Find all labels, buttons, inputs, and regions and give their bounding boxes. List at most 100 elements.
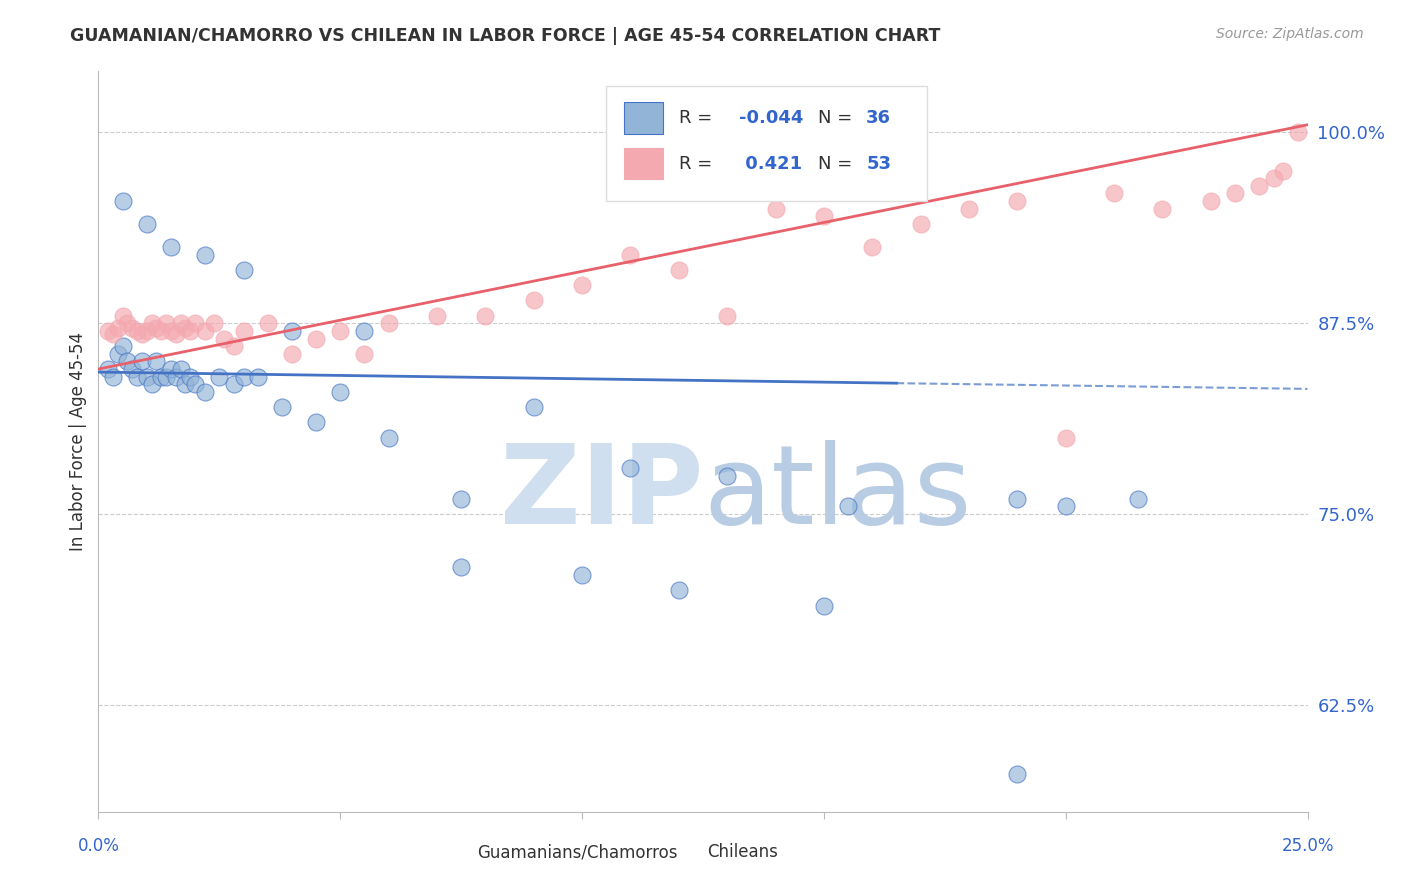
Point: [619, 247, 641, 261]
Point: [813, 599, 835, 613]
Point: [179, 369, 201, 384]
Point: [1223, 186, 1246, 201]
Point: [111, 309, 134, 323]
Point: [135, 217, 157, 231]
Text: Source: ZipAtlas.com: Source: ZipAtlas.com: [1216, 27, 1364, 41]
Point: [353, 324, 375, 338]
Point: [155, 369, 177, 384]
Point: [165, 326, 187, 341]
Point: [450, 491, 472, 506]
Bar: [624, 103, 664, 134]
Point: [194, 324, 217, 338]
Point: [1249, 178, 1271, 193]
Text: Chileans: Chileans: [707, 844, 778, 862]
Text: R =: R =: [679, 155, 718, 173]
Text: 0.421: 0.421: [740, 155, 803, 173]
FancyBboxPatch shape: [606, 87, 927, 201]
Point: [1054, 431, 1077, 445]
Y-axis label: In Labor Force | Age 45-54: In Labor Force | Age 45-54: [69, 332, 87, 551]
Point: [716, 309, 738, 323]
Point: [329, 384, 352, 399]
Point: [107, 347, 129, 361]
Point: [179, 324, 201, 338]
Point: [1007, 194, 1029, 208]
Point: [208, 369, 231, 384]
Point: [1007, 766, 1029, 780]
Point: [194, 247, 217, 261]
Point: [426, 309, 449, 323]
Point: [117, 316, 139, 330]
Text: -0.044: -0.044: [740, 109, 804, 127]
Point: [1199, 194, 1222, 208]
Point: [474, 309, 496, 323]
Point: [101, 369, 124, 384]
Point: [135, 369, 157, 384]
Point: [523, 293, 546, 308]
Point: [232, 369, 254, 384]
Point: [281, 347, 304, 361]
Point: [910, 217, 932, 231]
Point: [121, 321, 143, 335]
Point: [117, 354, 139, 368]
Point: [222, 377, 245, 392]
Point: [837, 500, 859, 514]
Text: 25.0%: 25.0%: [1281, 837, 1334, 855]
Point: [174, 377, 197, 392]
Text: R =: R =: [679, 109, 718, 127]
Point: [97, 324, 120, 338]
Point: [668, 583, 690, 598]
Point: [174, 321, 197, 335]
Point: [523, 400, 546, 414]
Point: [160, 240, 183, 254]
Point: [184, 316, 207, 330]
Point: [194, 384, 217, 399]
Text: atlas: atlas: [703, 440, 972, 547]
Point: [305, 331, 328, 345]
Point: [212, 331, 235, 345]
Point: [1007, 491, 1029, 506]
Point: [860, 240, 883, 254]
Point: [232, 262, 254, 277]
Point: [957, 202, 980, 216]
Point: [155, 316, 177, 330]
Point: [101, 326, 124, 341]
Point: [131, 354, 153, 368]
Point: [813, 210, 835, 224]
Point: [107, 321, 129, 335]
Point: [377, 316, 399, 330]
Point: [716, 469, 738, 483]
Point: [135, 324, 157, 338]
Point: [232, 324, 254, 338]
Point: [127, 369, 149, 384]
Text: Guamanians/Chamorros: Guamanians/Chamorros: [477, 844, 678, 862]
Point: [1272, 163, 1295, 178]
Point: [668, 262, 690, 277]
Bar: [443, 841, 470, 863]
Text: GUAMANIAN/CHAMORRO VS CHILEAN IN LABOR FORCE | AGE 45-54 CORRELATION CHART: GUAMANIAN/CHAMORRO VS CHILEAN IN LABOR F…: [70, 27, 941, 45]
Point: [160, 362, 183, 376]
Point: [184, 377, 207, 392]
Point: [121, 362, 143, 376]
Point: [1263, 171, 1285, 186]
Point: [150, 324, 173, 338]
Point: [765, 202, 787, 216]
Point: [131, 326, 153, 341]
Point: [222, 339, 245, 353]
Point: [329, 324, 352, 338]
Point: [111, 339, 134, 353]
Point: [571, 278, 593, 293]
Point: [377, 431, 399, 445]
Point: [247, 369, 270, 384]
Point: [281, 324, 304, 338]
Point: [571, 568, 593, 582]
Point: [256, 316, 278, 330]
Bar: [624, 148, 664, 179]
Point: [169, 316, 191, 330]
Point: [619, 461, 641, 475]
Point: [1128, 491, 1150, 506]
Point: [127, 324, 149, 338]
Point: [97, 362, 120, 376]
Point: [150, 369, 173, 384]
Text: N =: N =: [818, 155, 858, 173]
Point: [1102, 186, 1125, 201]
